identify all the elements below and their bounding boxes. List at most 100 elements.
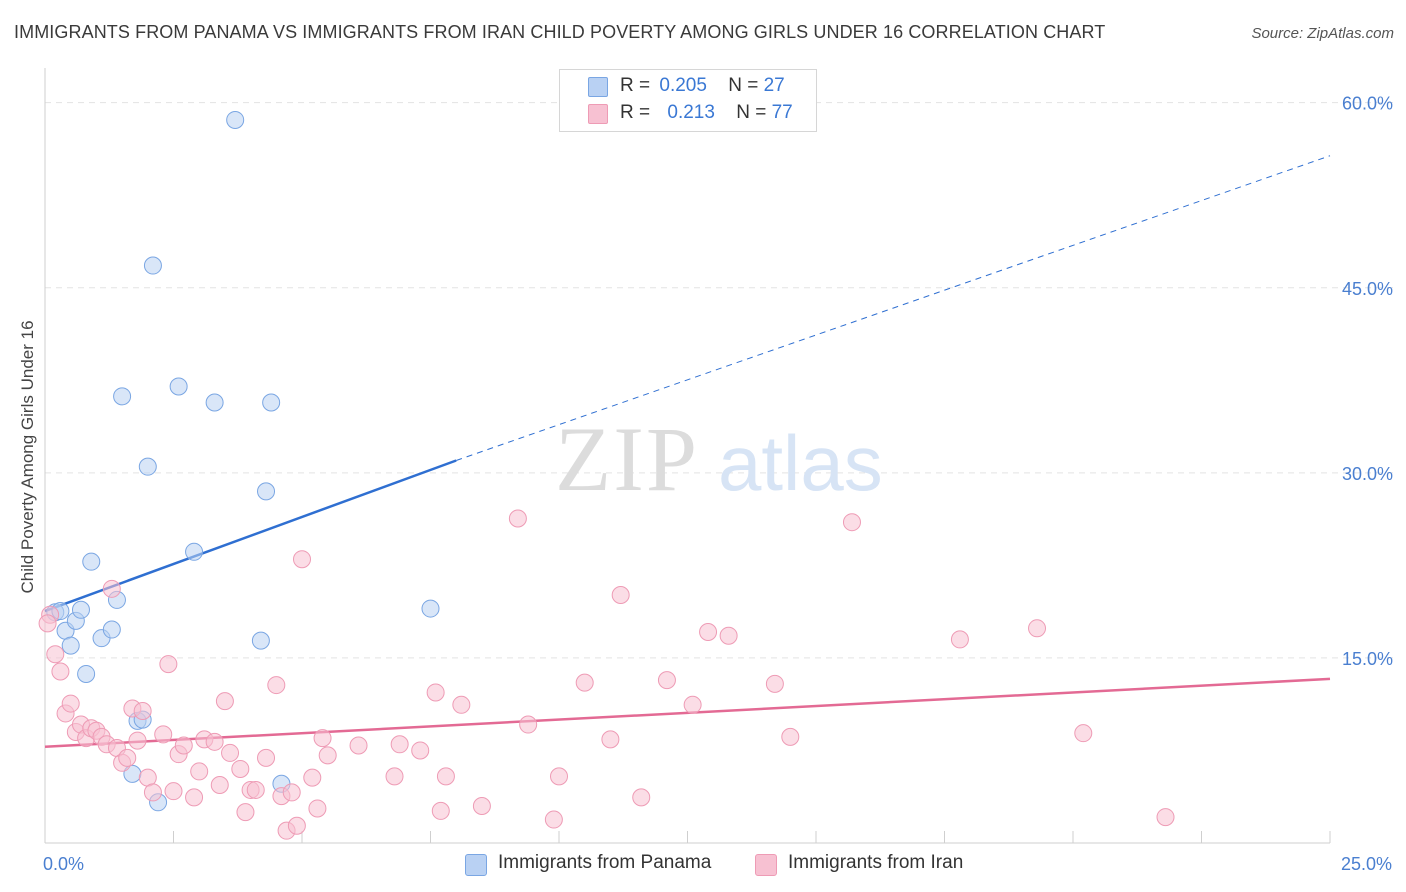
legend-iran-n-value: 77: [771, 102, 793, 123]
iran-point-43: [293, 550, 311, 569]
panama-point-7: [82, 552, 101, 571]
panama-point-26: [421, 599, 440, 618]
legend-iran-r-value: 0.213: [667, 102, 715, 123]
iran-point-31: [215, 692, 234, 711]
series-label-iran: Immigrants from Iran: [788, 852, 964, 873]
iran-point-68: [719, 626, 738, 645]
iran-point-64: [632, 788, 651, 807]
iran-point-18: [133, 701, 152, 720]
watermark: ZIP atlas: [555, 408, 883, 510]
iran-point-12: [102, 579, 121, 598]
legend-panama-n-label: N =: [728, 75, 759, 96]
iran-point-65: [657, 671, 676, 690]
iran-point-44: [303, 768, 322, 787]
iran-point-67: [699, 623, 718, 642]
iran-point-29: [205, 732, 224, 751]
panama-point-20: [205, 393, 224, 412]
iran-point-71: [842, 513, 861, 532]
panama-point-16: [143, 256, 162, 275]
iran-point-62: [601, 730, 620, 749]
panama-point-5: [71, 600, 90, 619]
iran-point-23: [164, 782, 183, 801]
iran-point-58: [519, 715, 538, 734]
iran-point-51: [411, 741, 430, 760]
iran-point-1: [46, 645, 65, 664]
legend-panama-n-value: 27: [763, 75, 785, 96]
panama-point-21: [226, 110, 245, 129]
iran-point-49: [385, 767, 404, 786]
y-tick-label-3: 60.0%: [1342, 94, 1393, 114]
iran-point-33: [231, 759, 250, 778]
iran-point-26: [185, 788, 204, 807]
y-tick-label-1: 30.0%: [1342, 464, 1393, 484]
panama-point-6: [77, 664, 96, 683]
iran-point-21: [154, 725, 173, 744]
chart-title: IMMIGRANTS FROM PANAMA VS IMMIGRANTS FRO…: [14, 22, 1106, 42]
x-tick-label-0: 0.0%: [43, 854, 84, 874]
panama-point-15: [138, 457, 157, 476]
watermark-zip: ZIP: [555, 408, 699, 510]
iran-trend-line: [44, 677, 1331, 749]
legend-swatch-panama: [588, 77, 608, 97]
iran-point-54: [436, 767, 455, 786]
iran-point-70: [781, 727, 800, 746]
iran-point-74: [1074, 724, 1093, 743]
iran-point-59: [544, 810, 563, 829]
iran-point-37: [257, 748, 276, 767]
iran-point-34: [236, 803, 255, 822]
iran-point-56: [472, 796, 491, 815]
panama-point-19: [185, 542, 204, 561]
tick-labels: 15.0% 30.0% 45.0% 60.0% 0.0% 25.0%: [43, 94, 1393, 874]
iran-point-66: [683, 695, 702, 714]
iran-point-27: [190, 762, 209, 781]
iran-point-41: [282, 783, 301, 802]
legend-panama-r-label: R =: [620, 75, 651, 96]
series-label-panama: Immigrants from Panama: [498, 852, 712, 873]
legend-text-panama: R = 0.205 N = 27: [620, 75, 785, 97]
iran-point-57: [508, 509, 527, 528]
iran-point-52: [426, 683, 445, 702]
iran-point-17: [128, 731, 147, 750]
series-swatch-iran: [755, 854, 777, 876]
iran-point-69: [765, 674, 784, 693]
legend-swatch-iran: [588, 104, 608, 124]
legend-iran-r-label: R =: [620, 102, 651, 123]
x-tick-label-1: 25.0%: [1341, 854, 1392, 874]
iran-point-76: [38, 614, 57, 633]
iran-point-50: [390, 735, 409, 754]
data-points: [38, 110, 1175, 840]
iran-point-22: [159, 655, 178, 674]
y-tick-label-2: 45.0%: [1342, 279, 1393, 299]
iran-point-20: [143, 783, 162, 802]
iran-point-32: [221, 743, 240, 762]
axes: [44, 68, 1331, 844]
gridlines: [45, 102, 1395, 659]
iran-point-63: [611, 585, 630, 604]
panama-trend-extension: [456, 155, 1331, 461]
iran-point-46: [313, 729, 332, 748]
iran-point-48: [349, 736, 368, 755]
iran-point-47: [318, 746, 337, 765]
iran-point-60: [550, 767, 568, 786]
y-tick-label-0: 15.0%: [1342, 649, 1393, 669]
watermark-atlas: atlas: [718, 419, 883, 507]
panama-point-11: [113, 387, 132, 406]
panama-point-18: [169, 377, 188, 396]
iran-point-38: [267, 676, 286, 695]
iran-point-72: [950, 630, 969, 649]
series-swatch-panama: [465, 854, 487, 876]
source-label: Source: ZipAtlas.com: [1251, 25, 1394, 42]
panama-point-9: [102, 620, 121, 639]
iran-point-55: [452, 695, 471, 714]
iran-point-61: [575, 673, 594, 692]
iran-point-30: [210, 776, 229, 795]
correlation-legend: R = 0.205 N = 27 R = 0.213 N = 77: [559, 69, 817, 132]
iran-point-73: [1028, 619, 1047, 638]
iran-point-4: [61, 694, 80, 713]
iran-point-53: [431, 801, 450, 820]
y-axis-label: Child Poverty Among Girls Under 16: [18, 320, 37, 593]
panama-point-3: [61, 636, 80, 655]
iran-point-2: [51, 662, 70, 681]
legend-text-iran: R = 0.213 N = 77: [620, 102, 793, 124]
iran-point-42: [287, 816, 306, 835]
